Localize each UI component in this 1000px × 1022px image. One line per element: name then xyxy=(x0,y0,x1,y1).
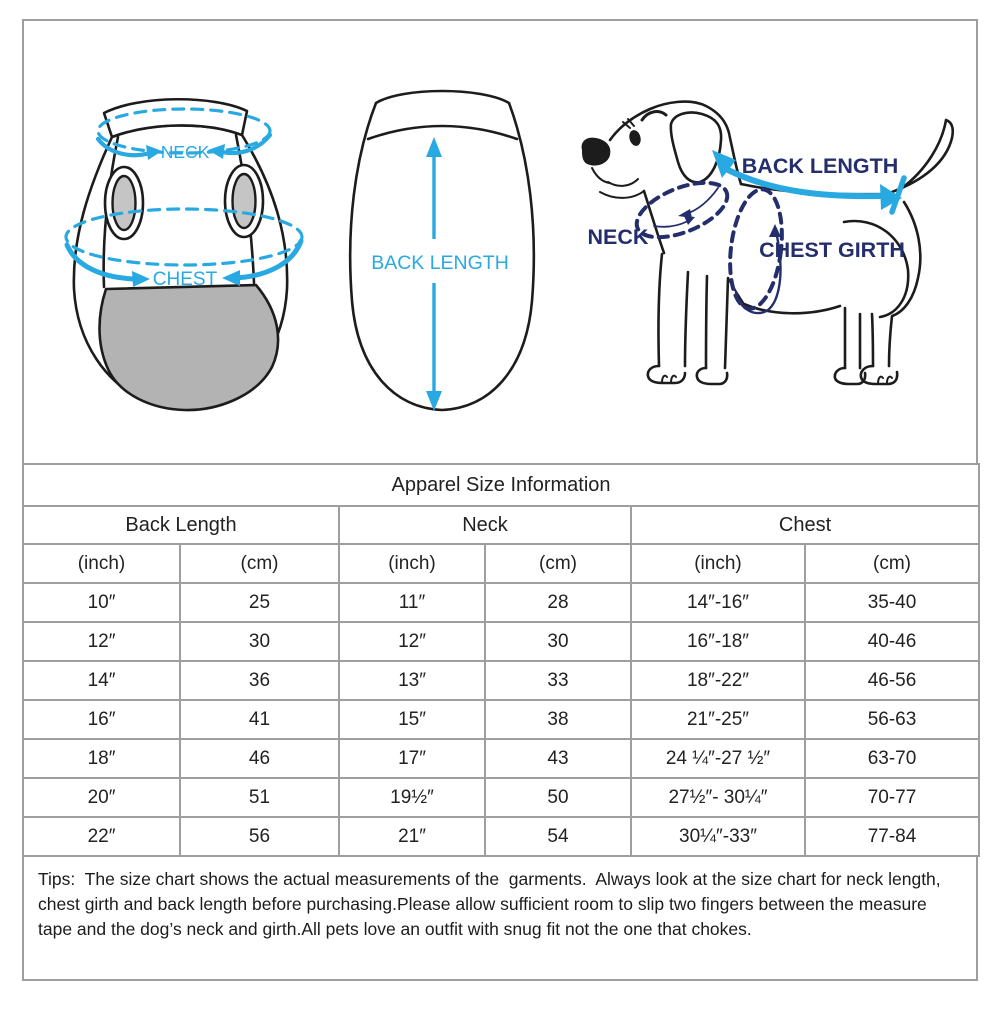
cell: 16″-18″ xyxy=(630,621,806,662)
cell: 28 xyxy=(484,582,632,623)
back-length-label: BACK LENGTH xyxy=(371,252,509,274)
dog-mouth xyxy=(607,178,639,187)
tips-text: Tips: The size chart shows the actual me… xyxy=(22,855,978,981)
cell: 33 xyxy=(484,660,632,701)
dog-hind-paw xyxy=(859,364,899,386)
unit-header: (cm) xyxy=(484,543,632,584)
table-row: 14″ 36 13″ 33 18″-22″ 46-56 xyxy=(22,660,981,701)
measurement-diagrams: NECK CHEST BACK LENGTH xyxy=(22,19,978,465)
table-title: Apparel Size Information xyxy=(21,463,981,507)
dog-chest-measure xyxy=(728,187,784,311)
cell: 18″ xyxy=(22,738,181,779)
unit-header: (inch) xyxy=(630,543,806,584)
chest-measure-ellipse xyxy=(64,207,304,267)
cell: 12″ xyxy=(22,621,181,662)
table-title-row: Apparel Size Information xyxy=(21,463,981,507)
table-group-header-row: Back Length Neck Chest xyxy=(22,505,981,545)
cell: 10″ xyxy=(22,582,181,623)
cell: 63-70 xyxy=(803,738,981,779)
cell: 21″ xyxy=(338,816,486,857)
table-row: 10″ 25 11″ 28 14″-16″ 35-40 xyxy=(22,582,981,623)
table-row: 22″ 56 21″ 54 30¼″-33″ 77-84 xyxy=(22,816,981,857)
cell: 19½″ xyxy=(338,777,486,818)
cell: 77-84 xyxy=(803,816,981,857)
arrow-end-tick xyxy=(889,175,907,215)
dog-brow xyxy=(640,110,668,122)
cell: 21″-25″ xyxy=(630,699,806,740)
apparel-size-table: Apparel Size Information Back Length Nec… xyxy=(21,463,981,857)
dog-back-length-label: BACK LENGTH xyxy=(742,154,898,178)
neck-arrow-right xyxy=(208,144,225,159)
cell: 56 xyxy=(179,816,340,857)
belly-panel xyxy=(98,283,280,412)
table-row: 20″ 51 19½″ 50 27½″- 30¼″ 70-77 xyxy=(22,777,981,818)
dog-ear xyxy=(669,111,723,184)
cell: 25 xyxy=(179,582,340,623)
unit-header: (inch) xyxy=(338,543,486,584)
garment-front-diagram: NECK CHEST xyxy=(64,97,304,412)
dog-rear xyxy=(887,200,922,368)
table-row: 12″ 30 12″ 30 16″-18″ 40-46 xyxy=(22,621,981,662)
unit-header: (cm) xyxy=(179,543,340,584)
dog-tail xyxy=(890,118,955,194)
table-row: 16″ 41 15″ 38 21″-25″ 56-63 xyxy=(22,699,981,740)
cell: 11″ xyxy=(338,582,486,623)
cell: 24 ¼″-27 ½″ xyxy=(630,738,806,779)
unit-header: (inch) xyxy=(22,543,181,584)
cell: 51 xyxy=(179,777,340,818)
dog-head xyxy=(608,100,743,186)
dog-eye xyxy=(629,130,641,146)
dog-chest-girth-label: CHEST GIRTH xyxy=(759,238,905,262)
cell: 40-46 xyxy=(803,621,981,662)
cell: 46 xyxy=(179,738,340,779)
cell: 41 xyxy=(179,699,340,740)
dog-neck-measure xyxy=(634,180,730,240)
chest-arrow-right xyxy=(222,270,240,286)
cell: 36 xyxy=(179,660,340,701)
cell: 30 xyxy=(484,621,632,662)
cell: 30 xyxy=(179,621,340,662)
dog-diagram: BACK LENGTH NECK CHEST GIRTH xyxy=(581,100,955,386)
cell: 18″-22″ xyxy=(630,660,806,701)
table-row: 18″ 46 17″ 43 24 ¼″-27 ½″ 63-70 xyxy=(22,738,981,779)
cell: 16″ xyxy=(22,699,181,740)
cell: 43 xyxy=(484,738,632,779)
neck-label: NECK xyxy=(161,142,210,162)
cell: 27½″- 30¼″ xyxy=(630,777,806,818)
cell: 46-56 xyxy=(803,660,981,701)
cell: 50 xyxy=(484,777,632,818)
chest-label: CHEST xyxy=(153,269,218,290)
neck-measure-ellipse xyxy=(96,107,272,155)
dog-neck-label: NECK xyxy=(588,225,649,249)
cell: 54 xyxy=(484,816,632,857)
cell: 17″ xyxy=(338,738,486,779)
cell: 14″-16″ xyxy=(630,582,806,623)
cell: 12″ xyxy=(338,621,486,662)
dog-back-length-arrow xyxy=(725,167,883,200)
cell: 22″ xyxy=(22,816,181,857)
garment-back-diagram: BACK LENGTH xyxy=(348,89,536,412)
group-chest: Chest xyxy=(629,505,981,545)
cell: 13″ xyxy=(338,660,486,701)
cell: 20″ xyxy=(22,777,181,818)
neck-arrow-left xyxy=(146,145,162,160)
cell: 15″ xyxy=(338,699,486,740)
dog-nose xyxy=(581,137,611,166)
collar-line xyxy=(366,124,519,141)
table-unit-header-row: (inch) (cm) (inch) (cm) (inch) (cm) xyxy=(22,543,981,584)
cell: 56-63 xyxy=(803,699,981,740)
cell: 30¼″-33″ xyxy=(630,816,806,857)
group-neck: Neck xyxy=(338,505,632,545)
size-chart-frame: NECK CHEST BACK LENGTH xyxy=(21,19,981,981)
group-back-length: Back Length xyxy=(22,505,340,545)
dog-front-leg xyxy=(657,252,690,368)
cell: 14″ xyxy=(22,660,181,701)
cell: 35-40 xyxy=(803,582,981,623)
chest-arrow-left xyxy=(132,271,150,287)
cell: 38 xyxy=(484,699,632,740)
cell: 70-77 xyxy=(803,777,981,818)
unit-header: (cm) xyxy=(803,543,981,584)
